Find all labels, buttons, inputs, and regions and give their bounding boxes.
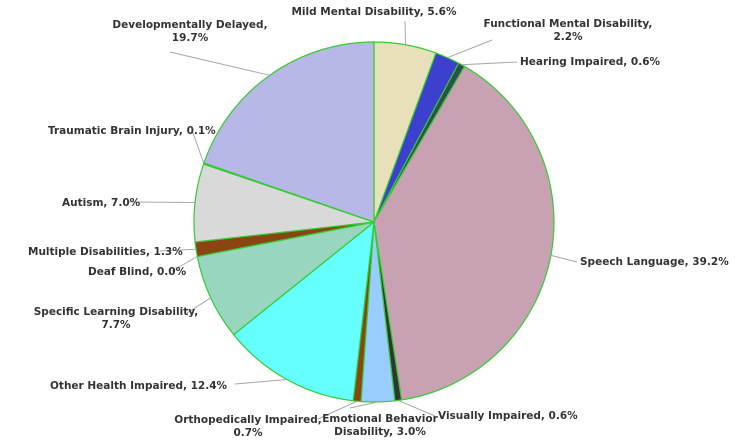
- label-functional-mental-disability: Functional Mental Disability, 2.2%: [484, 18, 653, 43]
- label-leader-lines: [129, 20, 578, 420]
- label-line: 7.7%: [101, 319, 131, 331]
- leader-line-emotional-behavior-disability: [349, 401, 379, 409]
- label-developmentally-delayed: Developmentally Delayed, 19.7%: [112, 19, 267, 44]
- label-line: Disability, 3.0%: [334, 426, 426, 438]
- label-speech-language: Speech Language, 39.2%: [580, 256, 729, 268]
- label-line: Speech Language, 39.2%: [580, 256, 729, 268]
- leader-line-mild-mental-disability: [404, 20, 406, 45]
- label-line: Traumatic Brain Injury, 0.1%: [48, 125, 216, 137]
- label-mild-mental-disability: Mild Mental Disability, 5.6%: [291, 6, 456, 18]
- label-deaf-blind: Deaf Blind, 0.0%: [88, 266, 187, 278]
- label-line: Developmentally Delayed,: [112, 19, 267, 31]
- label-line: Visually Impaired, 0.6%: [438, 410, 578, 422]
- label-line: Deaf Blind, 0.0%: [88, 266, 187, 278]
- label-line: 0.7%: [233, 427, 263, 439]
- leader-line-orthopedically-impaired: [317, 400, 358, 420]
- label-emotional-behavior-disability: Emotional Behavior Disability, 3.0%: [322, 413, 438, 438]
- label-line: 2.2%: [553, 31, 583, 43]
- label-line: Mild Mental Disability, 5.6%: [291, 6, 456, 18]
- label-line: 19.7%: [172, 32, 209, 44]
- label-line: Autism, 7.0%: [62, 197, 141, 209]
- pie-slices: [193, 41, 555, 403]
- label-other-health-impaired: Other Health Impaired, 12.4%: [50, 380, 228, 392]
- leader-line-developmentally-delayed: [169, 51, 270, 76]
- leader-line-other-health-impaired: [234, 379, 287, 385]
- leader-line-visually-impaired: [398, 399, 436, 417]
- label-line: Functional Mental Disability,: [484, 18, 653, 30]
- label-line: Other Health Impaired, 12.4%: [50, 380, 228, 392]
- slice-speech-language: [373, 65, 555, 401]
- label-line: Emotional Behavior: [322, 413, 438, 425]
- label-specific-learning-disability: Specific Learning Disability, 7.7%: [34, 306, 198, 331]
- slice-other-health-impaired: [232, 220, 375, 402]
- leader-line-multiple-disabilities: [159, 248, 197, 252]
- label-line: Hearing Impaired, 0.6%: [520, 56, 661, 68]
- label-line: Multiple Disabilities, 1.3%: [28, 246, 183, 258]
- label-multiple-disabilities: Multiple Disabilities, 1.3%: [28, 246, 183, 258]
- slice-labels: Mild Mental Disability, 5.6% Functional M…: [28, 6, 729, 439]
- leader-line-deaf-blind: [171, 256, 198, 272]
- label-traumatic-brain-injury: Traumatic Brain Injury, 0.1%: [48, 125, 216, 137]
- leader-line-specific-learning-disability: [186, 297, 211, 314]
- leader-line-hearing-impaired: [461, 61, 518, 66]
- leader-line-speech-language: [550, 254, 578, 263]
- label-orthopedically-impaired: Orthopedically Impaired, 0.7%: [174, 414, 321, 439]
- label-line: Specific Learning Disability,: [34, 306, 198, 318]
- label-autism: Autism, 7.0%: [62, 197, 141, 209]
- label-hearing-impaired: Hearing Impaired, 0.6%: [520, 56, 661, 68]
- leader-line-autism: [129, 201, 196, 203]
- label-line: Orthopedically Impaired,: [174, 414, 321, 426]
- leader-line-traumatic-brain-injury: [191, 129, 205, 164]
- label-visually-impaired: Visually Impaired, 0.6%: [438, 410, 578, 422]
- leader-line-functional-mental-disability: [447, 39, 493, 59]
